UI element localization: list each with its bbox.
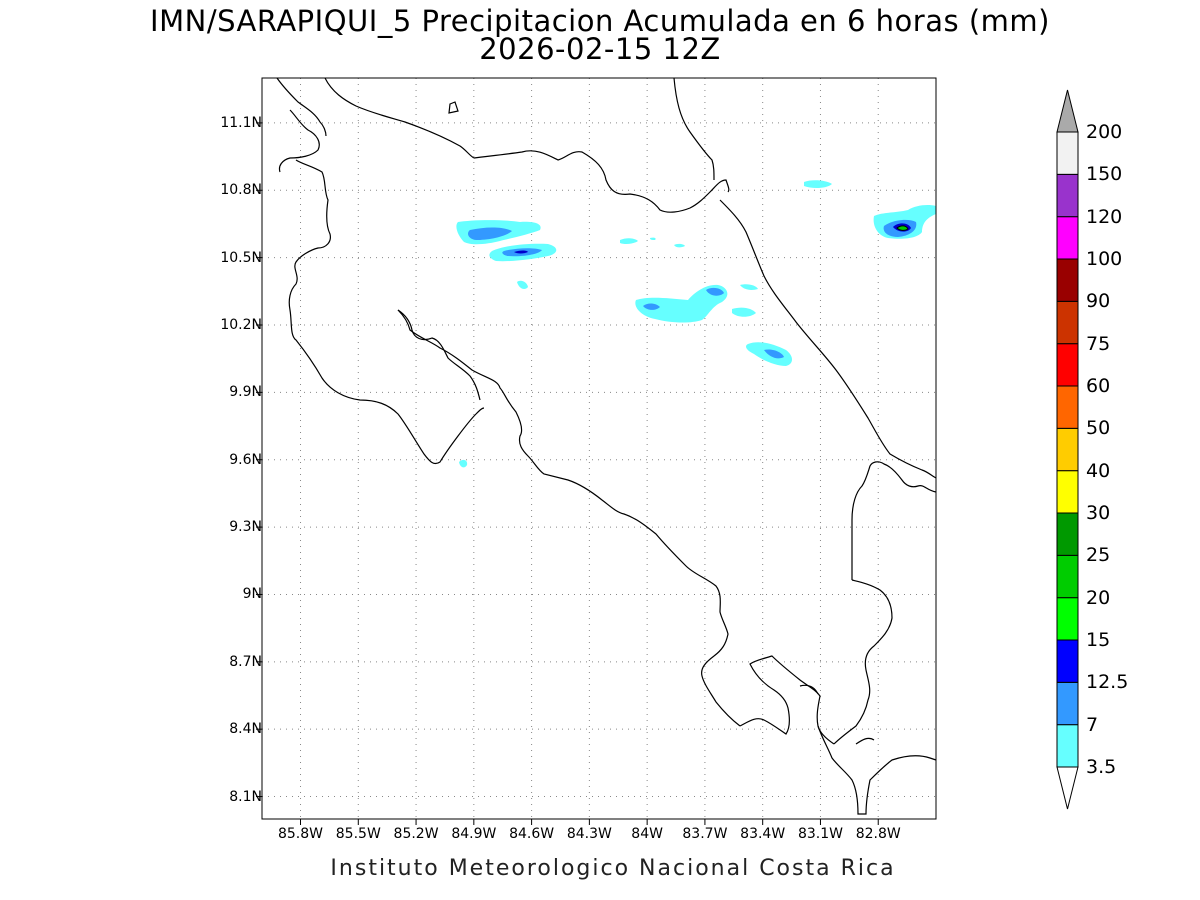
nicoya-gulf-coast [397, 309, 481, 401]
colorbar-swatch-9 [1056, 343, 1079, 387]
colorbar-level-label: 15 [1086, 629, 1111, 651]
colorbar-swatch-7 [1056, 427, 1079, 472]
chart-title: IMN/SARAPIQUI_5 Precipitacion Acumulada … [150, 4, 1050, 38]
colorbar-level-label: 75 [1086, 332, 1111, 355]
nicaragua-coast [276, 77, 327, 137]
precip-cell-caribbean [746, 342, 792, 366]
precip-cell-north-west-c [517, 280, 528, 290]
y-tick-label: 10.8N [220, 182, 262, 199]
colorbar [1056, 89, 1079, 810]
x-tick-label: 83.4W [740, 826, 786, 842]
colorbar-swatch-8 [1056, 385, 1079, 429]
colorbar-swatch-6 [1056, 470, 1079, 514]
footer-credit: Instituto Meteorologico Nacional Costa R… [330, 856, 896, 881]
colorbar-level-label: 40 [1086, 459, 1111, 482]
colorbar-level-label: 90 [1086, 290, 1111, 313]
colorbar-swatch-12 [1056, 216, 1079, 260]
colorbar-level-label: 12.5 [1086, 671, 1129, 694]
colorbar-swatch-13 [1056, 173, 1079, 218]
x-tick-label: 84W [631, 826, 663, 842]
colorbar-level-label: 200 [1086, 121, 1123, 143]
colorbar-swatch-1 [1056, 681, 1079, 726]
colorbar-level-label: 100 [1086, 248, 1123, 270]
colorbar-swatch-3 [1056, 597, 1079, 641]
colorbar-swatch-4 [1056, 554, 1079, 599]
precip-cell-far-north-east [804, 180, 832, 189]
guanacaste-coast [288, 159, 485, 465]
x-tick-label: 85.2W [393, 826, 439, 842]
lake-island [448, 101, 459, 114]
precip-cell-north-west-b [489, 243, 557, 262]
chart-subtitle: 2026-02-15 12Z [479, 32, 721, 66]
precip-cell-north-east [873, 205, 936, 239]
coastline-layer [276, 77, 937, 815]
x-tick-label: 82.8W [855, 826, 901, 842]
y-tick-label: 8.7N [229, 653, 262, 670]
colorbar-level-label: 60 [1086, 375, 1111, 397]
colorbar-level-label: 7 [1086, 713, 1099, 736]
y-tick-label: 11.1N [220, 114, 262, 131]
golfo-dulce [799, 684, 819, 695]
x-tick-label: 84.9W [451, 826, 497, 842]
y-tick-label: 9.3N [229, 519, 262, 536]
map-frame [261, 77, 937, 820]
nicaragua-costa-rica-border [473, 150, 730, 213]
nicoya-north-coast [278, 109, 320, 173]
colorbar-level-label: 3.5 [1086, 756, 1117, 778]
x-tick-label: 84.3W [566, 826, 612, 842]
costa-rica-caribbean-coast [719, 199, 937, 479]
lake-nicaragua-shore [324, 77, 475, 159]
colorbar-level-label: 25 [1086, 544, 1111, 567]
colorbar-swatch-10 [1056, 300, 1079, 345]
colorbar-swatch-5 [1056, 512, 1079, 556]
panama-pacific-coast [833, 579, 893, 745]
y-tick-label: 9.9N [229, 384, 262, 401]
y-tick-label: 8.4N [229, 721, 262, 738]
x-tick-label: 85.8W [277, 826, 323, 842]
colorbar-level-label: 150 [1086, 163, 1123, 186]
y-tick-label: 8.1N [229, 788, 262, 805]
precip-cell-central-north-b [635, 284, 728, 323]
precip-cell-central-north-a [620, 237, 685, 248]
y-tick-label: 9N [242, 586, 262, 603]
colorbar-under-triangle [1056, 766, 1079, 810]
burica-peninsula [817, 725, 937, 815]
costa-rica-panama-border [851, 461, 937, 580]
precip-cell-north-west-a [456, 220, 541, 245]
precip-cell-central-north-d [732, 284, 758, 317]
colorbar-swatch-2 [1056, 639, 1079, 683]
colorbar-level-label: 30 [1086, 502, 1111, 524]
colorbar-swatch-14 [1056, 131, 1079, 175]
precipitation-layer [456, 180, 936, 468]
precip-cell-gulf-nicoya [459, 459, 468, 468]
grid-lines [262, 78, 936, 819]
osa-peninsula [739, 655, 835, 745]
x-tick-label: 84.6W [509, 826, 555, 842]
nicaragua-caribbean-coast [673, 77, 715, 181]
colorbar-swatch-0 [1056, 724, 1079, 768]
x-tick-label: 83.7W [682, 826, 728, 842]
colorbar-level-label: 50 [1086, 417, 1111, 440]
x-tick-label: 85.5W [335, 826, 381, 842]
colorbar-over-triangle [1056, 89, 1079, 133]
tick-marks [256, 122, 879, 825]
y-tick-label: 10.5N [220, 249, 262, 266]
colorbar-level-label: 120 [1086, 205, 1123, 228]
panama-highland-line [855, 737, 875, 745]
y-tick-label: 9.6N [229, 451, 262, 468]
x-tick-label: 83.1W [797, 826, 843, 842]
colorbar-swatch-11 [1056, 258, 1079, 302]
central-pacific-coast [397, 309, 741, 727]
y-tick-label: 10.2N [220, 317, 262, 333]
colorbar-level-label: 20 [1086, 586, 1111, 609]
